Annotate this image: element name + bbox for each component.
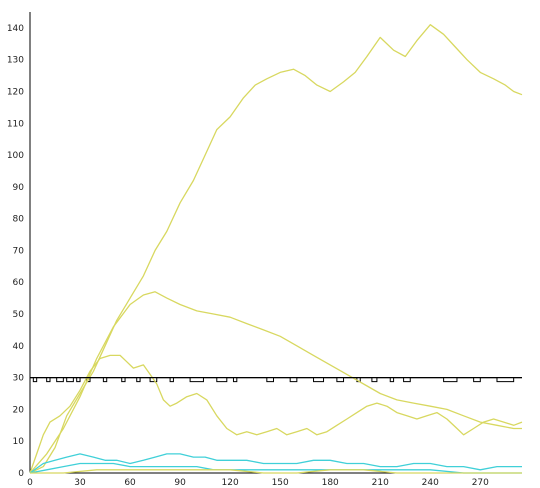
x-tick-label: 210 — [372, 478, 389, 488]
series-line-2 — [29, 291, 522, 474]
y-tick-label: 120 — [7, 87, 24, 97]
y-tick-label: 0 — [18, 469, 24, 479]
tick-labels: 0 30 60 90 120 150 180 210 240 270 0 10 20 30 40 50 60 70… — [7, 24, 489, 488]
x-tick-label: 270 — [472, 478, 489, 488]
axes — [29, 12, 522, 474]
y-tick-label: 90 — [13, 183, 25, 193]
x-tick-label: 0 — [27, 478, 33, 488]
x-tick-label: 60 — [124, 478, 136, 488]
y-tick-label: 40 — [13, 342, 25, 352]
y-tick-label: 80 — [13, 215, 25, 225]
series-line-5 — [29, 462, 522, 474]
x-tick-label: 120 — [222, 478, 239, 488]
series-group — [29, 24, 523, 474]
y-tick-label: 130 — [7, 56, 24, 66]
series-line-6 — [30, 469, 522, 474]
y-tick-label: 60 — [13, 278, 25, 288]
y-tick-label: 20 — [13, 405, 25, 415]
y-tick-label: 50 — [13, 310, 25, 320]
y-tick-label: 140 — [7, 24, 24, 34]
y-tick-label: 10 — [13, 437, 25, 447]
y-tick-label: 30 — [13, 374, 25, 384]
series-line-1 — [29, 24, 523, 474]
series-line-4 — [29, 453, 522, 474]
x-tick-label: 240 — [422, 478, 439, 488]
y-tick-label: 70 — [13, 246, 25, 256]
x-tick-label: 30 — [74, 478, 86, 488]
x-tick-label: 90 — [174, 478, 186, 488]
y-tick-label: 110 — [7, 119, 24, 129]
x-tick-label: 150 — [272, 478, 289, 488]
x-tick-label: 180 — [322, 478, 339, 488]
y-tick-label: 100 — [7, 151, 24, 161]
series-line-3 — [29, 354, 523, 474]
